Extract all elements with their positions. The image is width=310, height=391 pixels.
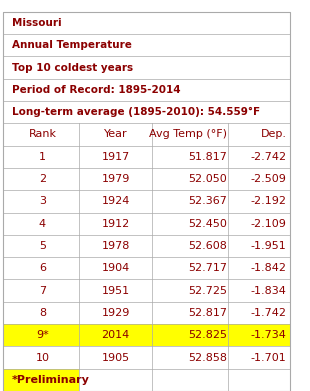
Text: 2014: 2014 [101,330,130,340]
Text: Long-term average (1895-2010): 54.559°F: Long-term average (1895-2010): 54.559°F [12,107,260,117]
Text: -1.701: -1.701 [251,353,287,362]
Text: 52.717: 52.717 [188,263,227,273]
Text: 5: 5 [39,241,46,251]
Text: -1.842: -1.842 [251,263,287,273]
Text: Missouri: Missouri [12,18,61,28]
Text: *Preliminary: *Preliminary [12,375,90,385]
Text: 1979: 1979 [101,174,130,184]
Text: 52.825: 52.825 [188,330,227,340]
Text: 52.725: 52.725 [188,285,227,296]
Text: -1.742: -1.742 [251,308,287,318]
Text: 10: 10 [35,353,49,362]
Text: -2.509: -2.509 [251,174,287,184]
Text: -1.834: -1.834 [251,285,287,296]
Text: Period of Record: 1895-2014: Period of Record: 1895-2014 [12,85,180,95]
Text: Annual Temperature: Annual Temperature [12,40,131,50]
Text: 52.050: 52.050 [188,174,227,184]
Text: 3: 3 [39,196,46,206]
Bar [3,324,290,346]
Text: 52.817: 52.817 [188,308,227,318]
Text: 8: 8 [39,308,46,318]
Text: 52.367: 52.367 [188,196,227,206]
Text: Avg Temp (°F): Avg Temp (°F) [149,129,227,140]
Text: -2.742: -2.742 [250,152,287,162]
Text: 1978: 1978 [101,241,130,251]
Text: 1929: 1929 [101,308,130,318]
Text: 1905: 1905 [101,353,130,362]
Text: 1917: 1917 [101,152,130,162]
Bar [3,369,79,391]
Text: 1904: 1904 [101,263,130,273]
Text: 1951: 1951 [101,285,130,296]
Text: -1.951: -1.951 [251,241,287,251]
Text: Top 10 coldest years: Top 10 coldest years [12,63,133,72]
Text: 1924: 1924 [101,196,130,206]
Text: -2.109: -2.109 [251,219,287,229]
Text: 51.817: 51.817 [188,152,227,162]
Text: Dep.: Dep. [261,129,287,140]
Text: Year: Year [104,129,127,140]
Text: 2: 2 [39,174,46,184]
Text: -1.734: -1.734 [251,330,287,340]
Text: -2.192: -2.192 [251,196,287,206]
Text: 9*: 9* [36,330,49,340]
Text: Rank: Rank [29,129,56,140]
Text: 52.608: 52.608 [188,241,227,251]
Text: 1: 1 [39,152,46,162]
Text: 52.450: 52.450 [188,219,227,229]
Text: 52.858: 52.858 [188,353,227,362]
Text: 4: 4 [39,219,46,229]
Text: 1912: 1912 [101,219,130,229]
Text: 7: 7 [39,285,46,296]
Text: 6: 6 [39,263,46,273]
